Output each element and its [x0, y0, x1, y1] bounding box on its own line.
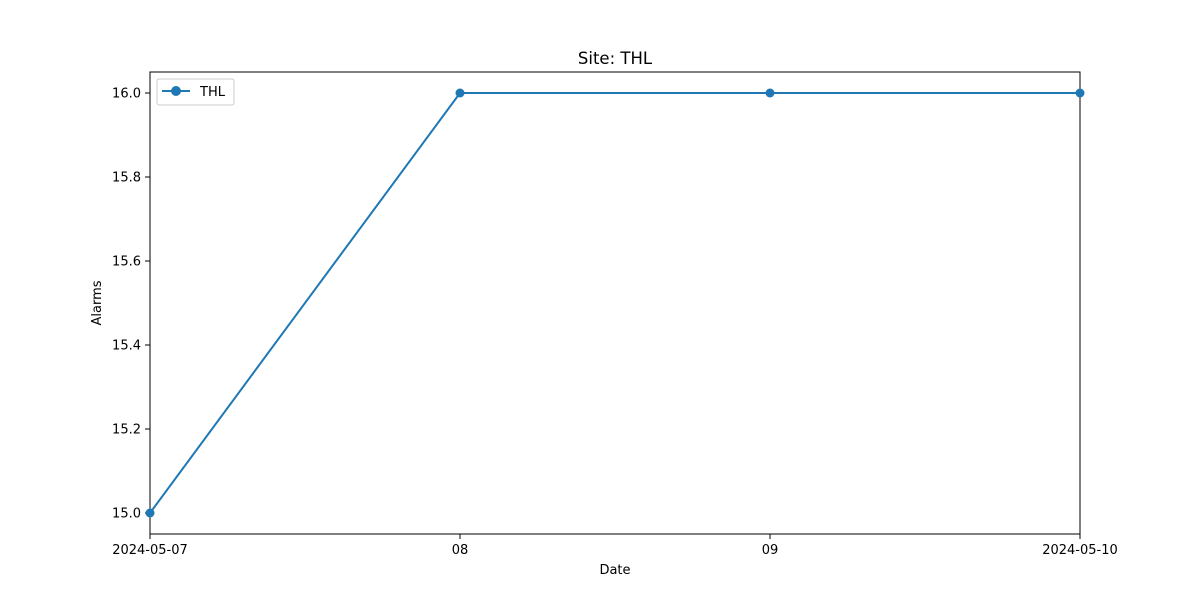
x-tick-label: 2024-05-10 — [1042, 543, 1118, 558]
x-axis-label: Date — [599, 563, 630, 578]
x-axis-ticks: 2024-05-07 08 09 2024-05-10 — [112, 534, 1118, 558]
legend-label-thl: THL — [199, 85, 226, 100]
legend: THL — [156, 78, 235, 106]
y-tick-label: 15.4 — [112, 339, 141, 354]
y-tick-label: 16.0 — [112, 87, 141, 102]
y-tick-label: 15.6 — [112, 255, 141, 270]
x-tick-label: 08 — [452, 543, 469, 558]
y-tick-label: 15.0 — [112, 507, 141, 522]
data-point — [455, 88, 465, 98]
legend-marker-icon — [171, 86, 181, 96]
y-axis-ticks: 15.0 15.2 15.4 15.6 15.8 16.0 — [112, 87, 150, 522]
legend-box — [156, 78, 235, 106]
data-point — [145, 508, 155, 518]
data-point — [1075, 88, 1085, 98]
series-points-thl — [145, 88, 1085, 518]
x-tick-label: 09 — [762, 543, 779, 558]
y-tick-label: 15.2 — [112, 423, 141, 438]
y-tick-label: 15.8 — [112, 171, 141, 186]
y-axis-label: Alarms — [90, 280, 105, 325]
data-point — [765, 88, 775, 98]
plot-area — [149, 71, 1081, 535]
chart-title: Site: THL — [578, 49, 653, 68]
series-line-thl — [149, 92, 1080, 514]
x-tick-label: 2024-05-07 — [112, 543, 188, 558]
